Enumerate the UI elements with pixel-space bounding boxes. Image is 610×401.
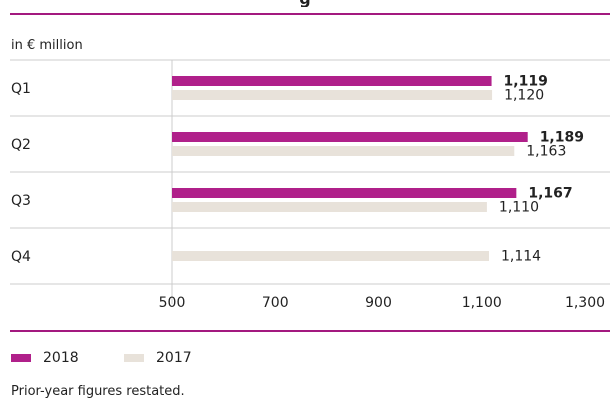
bar-2017-q1 [172, 90, 493, 100]
legend-item-2017: 2017 [124, 350, 192, 366]
footnote: Prior-year figures restated. [11, 384, 185, 399]
data-label: 1,167 [528, 186, 572, 202]
unit-label: in € million [11, 38, 83, 53]
category-label: Q2 [11, 137, 31, 153]
category-label: Q1 [11, 81, 31, 97]
bar-2018-q3 [172, 188, 517, 198]
bar-2017-q3 [172, 202, 487, 212]
legend-swatch-2018 [11, 354, 31, 362]
x-tick-label: 500 [159, 295, 186, 311]
bar-2018-q1 [172, 76, 492, 86]
data-label: 1,163 [526, 144, 566, 160]
x-tick-label: 1,100 [462, 295, 502, 311]
bar-2017-q2 [172, 146, 515, 156]
category-label: Q3 [11, 193, 31, 209]
category-label: Q4 [11, 249, 31, 265]
data-label: 1,189 [540, 130, 584, 146]
legend-label-2018: 2018 [43, 350, 79, 366]
chart-title-fragment: g [0, 0, 610, 7]
x-tick-label: 1,300 [565, 295, 605, 311]
bar-2018-q2 [172, 132, 528, 142]
data-label: 1,120 [504, 88, 544, 104]
data-label: 1,114 [501, 249, 541, 265]
x-tick-label: 700 [262, 295, 289, 311]
top-rule [10, 13, 610, 15]
data-label: 1,110 [499, 200, 539, 216]
data-label: 1,119 [504, 74, 548, 90]
legend-swatch-2017 [124, 354, 144, 362]
legend-item-2018: 2018 [11, 350, 79, 366]
bottom-rule [10, 330, 610, 332]
bar-2017-q4 [172, 251, 489, 261]
legend-label-2017: 2017 [156, 350, 192, 366]
x-tick-label: 900 [365, 295, 392, 311]
